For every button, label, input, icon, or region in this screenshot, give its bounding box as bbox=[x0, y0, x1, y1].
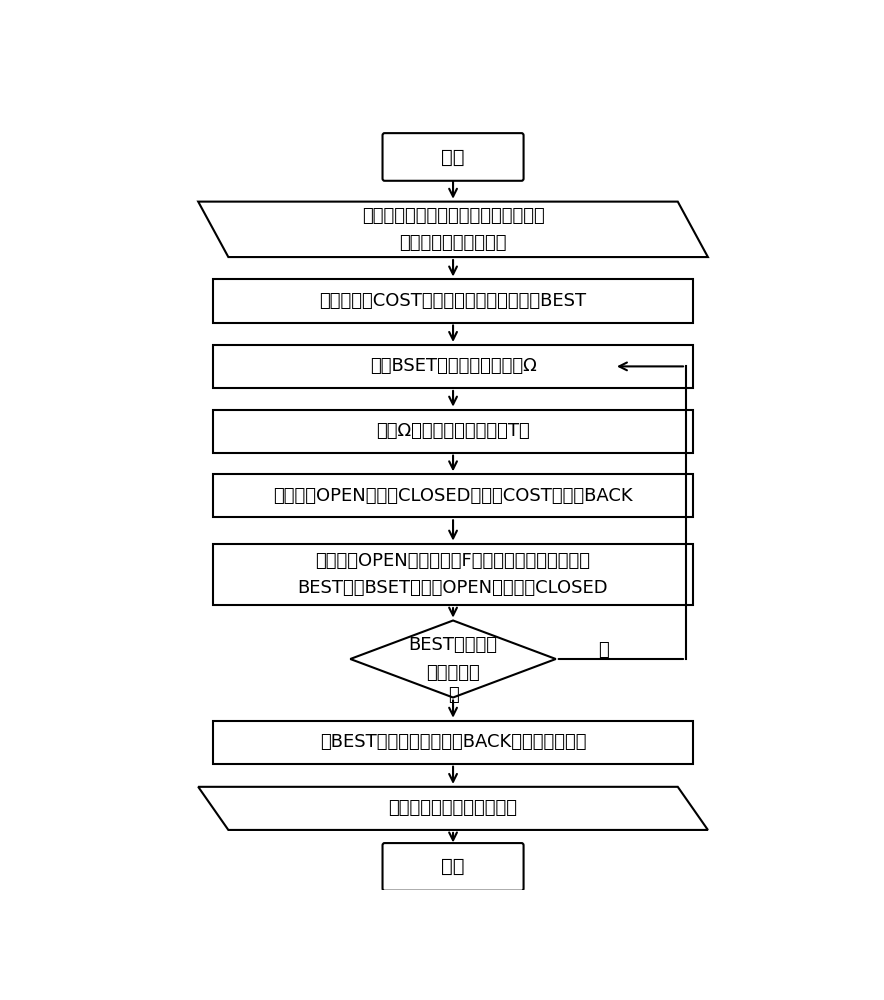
Bar bbox=[213, 544, 693, 605]
Bar bbox=[213, 345, 693, 388]
Text: 更新列表OPEN，列表CLOSED，列表COST，列表BACK: 更新列表OPEN，列表CLOSED，列表COST，列表BACK bbox=[273, 487, 633, 505]
Text: 读取网络阻抗矩阵，确定起点边界线，: 读取网络阻抗矩阵，确定起点边界线， bbox=[362, 207, 545, 225]
Bar bbox=[213, 410, 693, 453]
Bar bbox=[213, 279, 693, 323]
Text: BEST，将BSET从列表OPEN移至列表CLOSED: BEST，将BSET从列表OPEN移至列表CLOSED bbox=[298, 579, 608, 597]
Text: 是: 是 bbox=[447, 686, 459, 704]
FancyBboxPatch shape bbox=[383, 843, 523, 891]
Text: 计算Ω中所有后继边界线的T值: 计算Ω中所有后继边界线的T值 bbox=[377, 422, 530, 440]
Bar bbox=[213, 721, 693, 764]
Text: 初始化列表COST，记起始交叉口边界线为BEST: 初始化列表COST，记起始交叉口边界线为BEST bbox=[319, 292, 587, 310]
Polygon shape bbox=[350, 620, 556, 698]
Bar bbox=[213, 474, 693, 517]
Text: 输出最短路径及其行程时间: 输出最短路径及其行程时间 bbox=[389, 799, 517, 817]
Text: 叉口边界线: 叉口边界线 bbox=[426, 664, 480, 682]
Text: 终点边界线及出发时刻: 终点边界线及出发时刻 bbox=[400, 234, 507, 252]
Text: BEST为目的交: BEST为目的交 bbox=[408, 636, 498, 654]
Text: 选取列表OPEN中具有最小F值的交叉口边界线，记为: 选取列表OPEN中具有最小F值的交叉口边界线，记为 bbox=[316, 552, 591, 570]
Text: 结束: 结束 bbox=[441, 857, 465, 876]
Text: 否: 否 bbox=[598, 641, 609, 659]
Polygon shape bbox=[198, 787, 708, 830]
Text: 由BEST开始逆推搜索列表BACK，得到最短路径: 由BEST开始逆推搜索列表BACK，得到最短路径 bbox=[320, 733, 586, 751]
Polygon shape bbox=[198, 202, 708, 257]
Text: 开始: 开始 bbox=[441, 147, 465, 166]
Text: 确定BSET的后继边界线集合Ω: 确定BSET的后继边界线集合Ω bbox=[370, 357, 537, 375]
FancyBboxPatch shape bbox=[383, 133, 523, 181]
